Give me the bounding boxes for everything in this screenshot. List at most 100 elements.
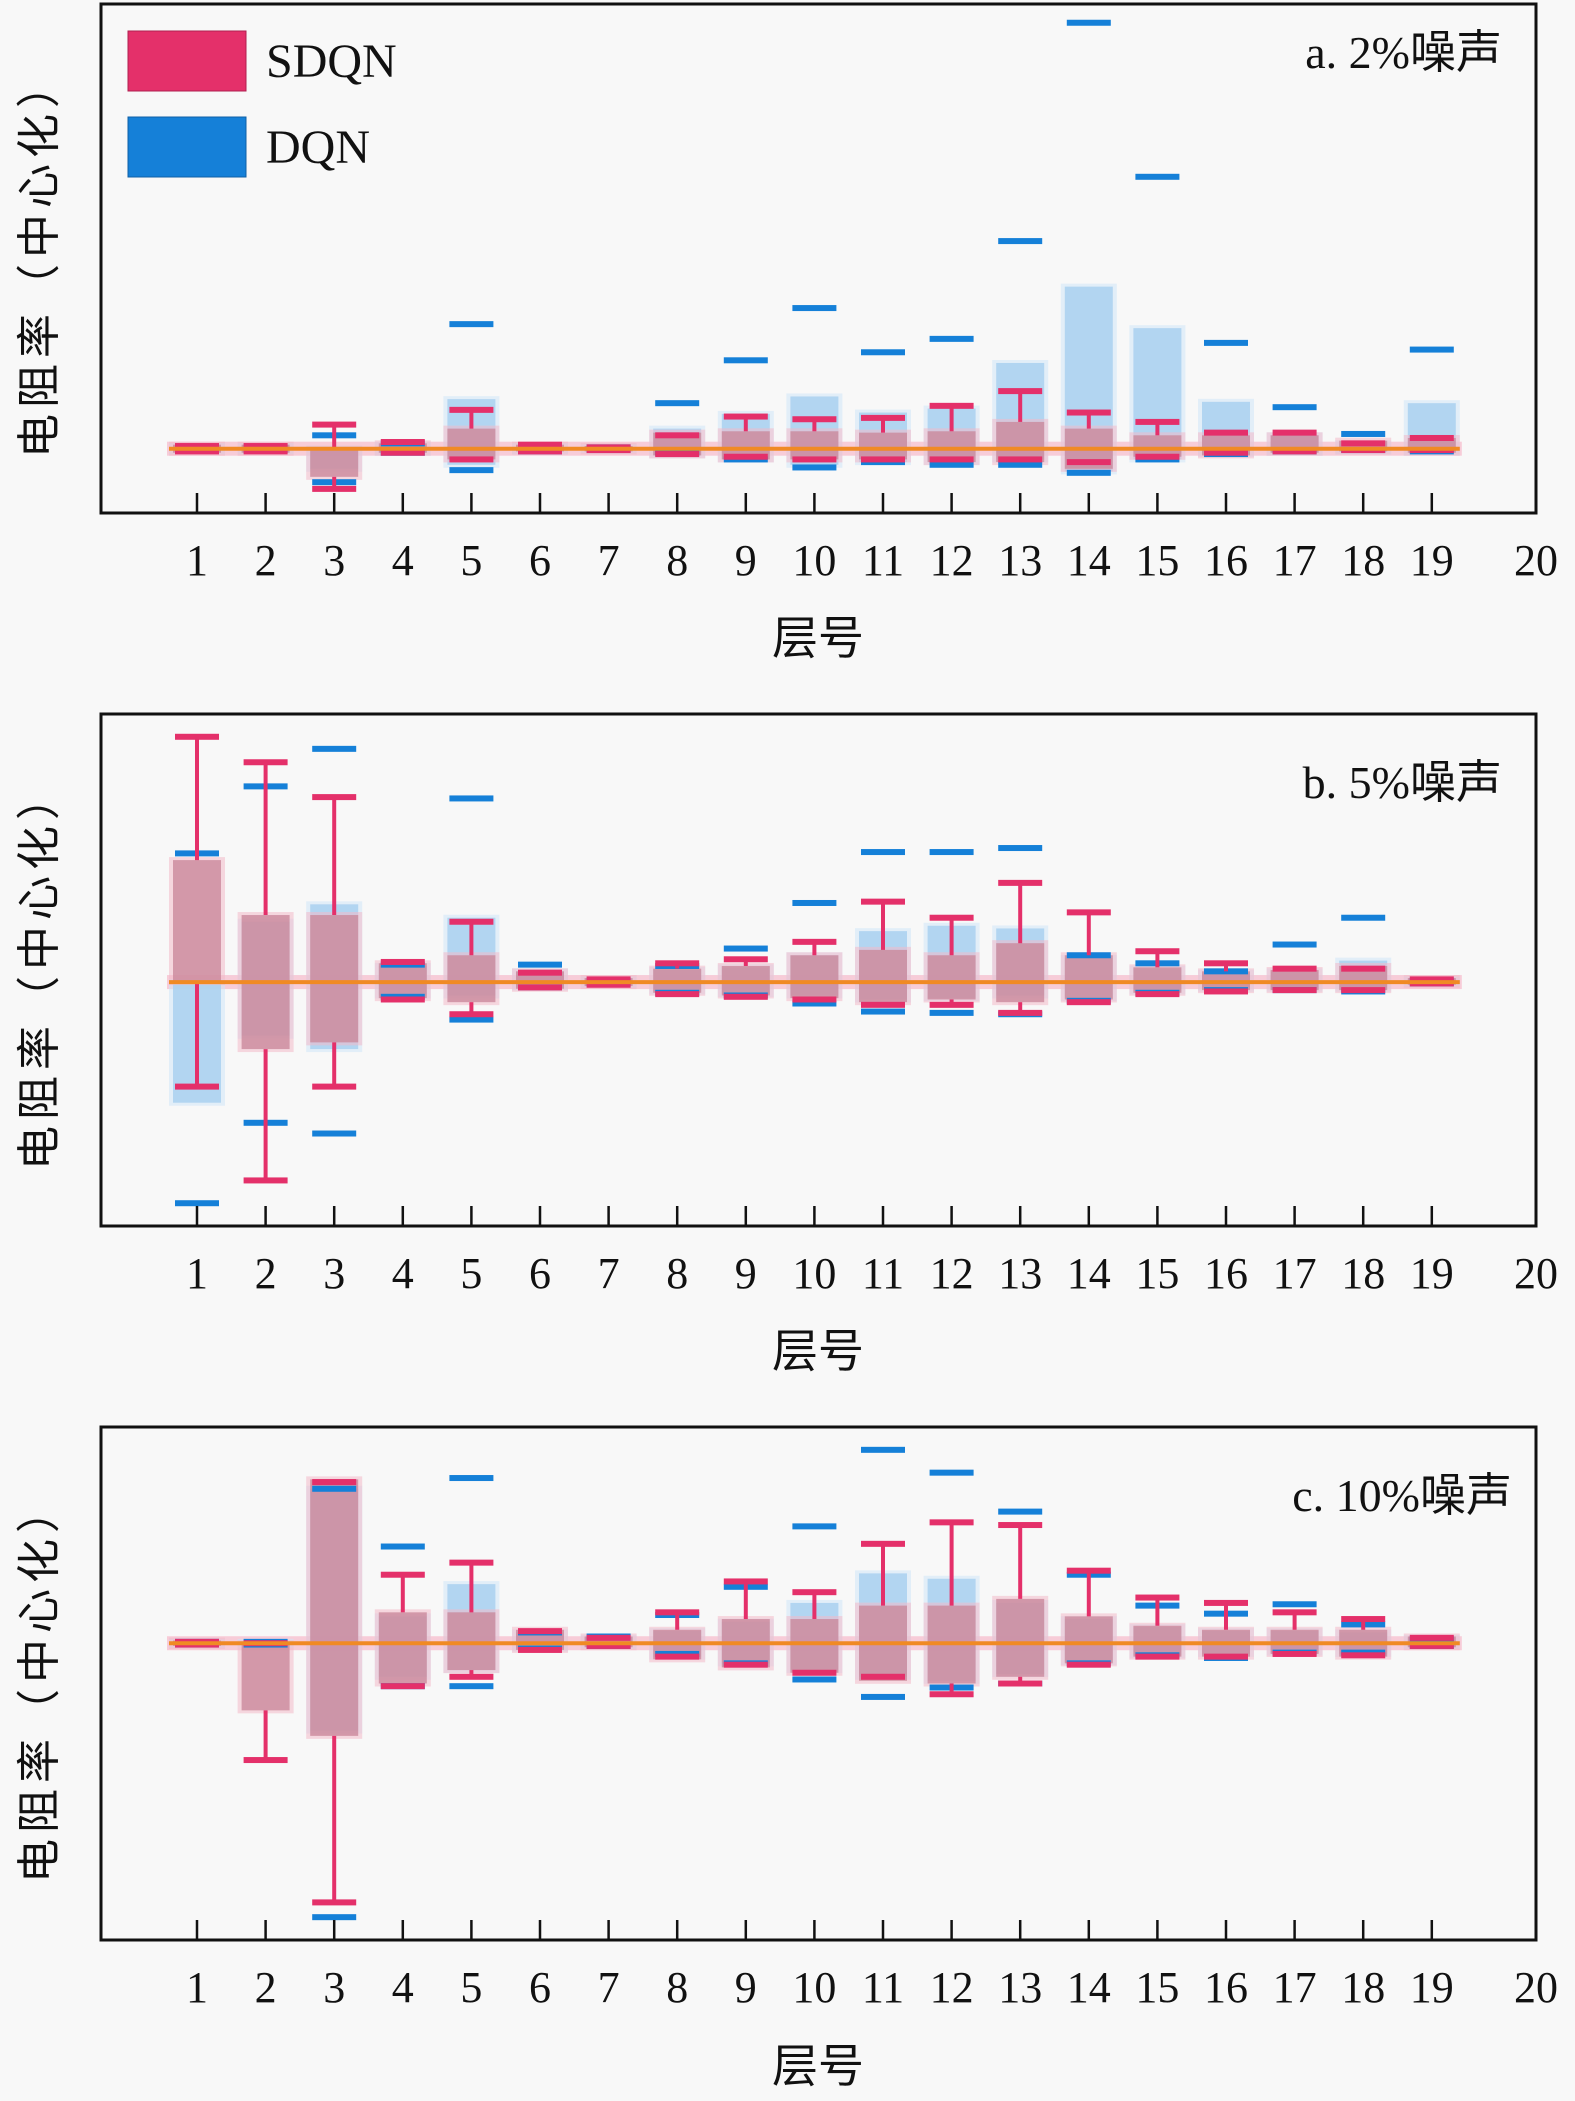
sdqn-cap-lower-layer-2 [243,448,288,455]
sdqn-cap-upper-layer-4 [380,439,425,446]
sdqn-cap-upper-layer-9 [723,413,768,420]
x-tick-label: 19 [1410,1249,1454,1298]
sdqn-cap-upper-layer-9 [723,956,768,963]
sdqn-cap-upper-layer-16 [1204,1599,1248,1606]
x-tick-label: 19 [1410,1963,1454,2012]
sdqn-cap-lower-layer-17 [1272,987,1317,994]
sdqn-box-layer-10 [790,955,839,999]
x-tick-label: 6 [529,536,551,585]
sdqn-cap-upper-layer-8 [655,432,700,439]
sdqn-cap-upper-layer-15 [1135,948,1180,955]
sdqn-cap-upper-layer-18 [1341,440,1386,447]
x-tick-label: 2 [255,1249,277,1298]
sdqn-box-layer-14 [1064,1616,1113,1664]
sdqn-box-layer-5 [447,955,496,1003]
sdqn-cap-lower-layer-1 [175,448,219,455]
legend-swatch-sdqn [127,30,247,92]
x-tick-label: 10 [792,1963,836,2012]
x-tick-label: 15 [1135,1963,1179,2012]
x-tick-label: 11 [862,1249,904,1298]
axes-frame [99,1425,1538,1942]
sdqn-cap-lower-layer-5 [449,456,494,463]
dqn-cap-upper-layer-10 [792,1523,837,1530]
sdqn-cap-upper-layer-7 [586,976,631,983]
dqn-cap-lower-layer-13 [998,461,1043,468]
sdqn-box-layer-11 [859,432,907,460]
x-tick-label: 8 [666,1963,688,2012]
x-tick-label: 14 [1067,1963,1111,2012]
sdqn-cap-upper-layer-2 [243,443,288,450]
panel-c-title: c. 10%噪声 [1292,1470,1512,1521]
dqn-cap-upper-layer-3 [312,745,357,752]
x-tick-label: 14 [1067,536,1111,585]
plot-area: 1 2 3 4 5 6 7 8 9 10 11 12 13 14 15 16 17 18 19 20 [99,712,1558,1298]
x-tick-label: 4 [392,1249,414,1298]
sdqn-cap-lower-layer-10 [792,996,837,1003]
sdqn-box-layer-10 [790,431,839,460]
sdqn-cap-upper-layer-16 [1204,960,1248,967]
sdqn-cap-lower-layer-15 [1135,1653,1180,1660]
x-tick-label: 8 [666,1249,688,1298]
dqn-cap-lower-layer-12 [929,461,974,468]
sdqn-cap-lower-layer-14 [1066,1661,1111,1668]
sdqn-cap-lower-layer-5 [449,1011,494,1018]
x-tick-label: 17 [1273,1963,1317,2012]
dqn-cap-lower-layer-5 [449,1683,494,1690]
dqn-cap-upper-layer-17 [1272,404,1317,411]
sdqn-cap-upper-layer-17 [1272,965,1317,972]
x-tick-label: 14 [1067,1249,1111,1298]
sdqn-box-layer-17 [1270,970,1319,991]
sdqn-cap-upper-layer-19 [1409,976,1454,983]
x-tick-label: 6 [529,1963,551,2012]
dqn-cap-upper-layer-13 [998,238,1043,245]
sdqn-cap-lower-layer-6 [518,448,562,455]
x-tick-label: 7 [598,1249,620,1298]
x-tick-label: 5 [460,536,482,585]
sdqn-box-layer-13 [996,421,1045,463]
sdqn-box-layer-3 [310,448,359,477]
panel-b: 1 2 3 4 5 6 7 8 9 10 11 12 13 14 15 16 17 18 19 20 b. 5%噪声 … [14,712,1558,1378]
sdqn-cap-lower-layer-16 [1204,449,1248,456]
sdqn-cap-lower-layer-11 [861,1673,905,1680]
sdqn-cap-lower-layer-6 [518,1646,562,1653]
panel-b-ylabel: 电阻率（中心化） [14,770,65,1170]
x-tick-label: 16 [1204,1249,1248,1298]
sdqn-cap-upper-layer-13 [998,1522,1043,1529]
dqn-cap-upper-layer-4 [380,1543,425,1550]
dqn-cap-upper-layer-17 [1272,941,1317,948]
sdqn-cap-upper-layer-13 [998,388,1043,395]
dqn-cap-upper-layer-5 [449,1475,494,1482]
dqn-cap-lower-layer-12 [929,1009,974,1016]
x-tick-label: 16 [1204,1963,1248,2012]
sdqn-cap-lower-layer-15 [1135,991,1180,998]
dqn-cap-upper-layer-9 [723,945,768,952]
dqn-cap-lower-layer-10 [792,1000,837,1007]
dqn-cap-lower-layer-3 [312,1130,357,1137]
sdqn-cap-lower-layer-18 [1341,987,1386,994]
x-tick-label: 20 [1514,1963,1558,2012]
x-tick-label: 11 [862,1963,904,2012]
x-tick-label: 10 [792,536,836,585]
dqn-cap-lower-layer-3 [312,1914,357,1921]
plot-area: 1 2 3 4 5 6 7 8 9 10 11 12 13 14 15 16 17 18 19 20 [99,2,1558,585]
dqn-cap-upper-layer-13 [998,845,1043,852]
x-tick-label: 11 [862,536,904,585]
x-tick-label: 18 [1341,1249,1385,1298]
dqn-cap-upper-layer-12 [929,849,974,856]
x-tick-label: 9 [735,536,757,585]
sdqn-cap-lower-layer-13 [998,1680,1043,1687]
sdqn-cap-upper-layer-16 [1204,429,1248,436]
x-tick-label: 20 [1514,1249,1558,1298]
dqn-cap-lower-layer-11 [861,1008,905,1015]
sdqn-cap-lower-layer-16 [1204,988,1248,995]
sdqn-box-layer-3 [310,1479,359,1736]
sdqn-cap-lower-layer-14 [1066,999,1111,1006]
sdqn-box-layer-3 [310,915,359,1043]
sdqn-cap-upper-layer-8 [655,960,700,967]
sdqn-cap-upper-layer-6 [518,441,562,448]
sdqn-cap-lower-layer-7 [586,1642,631,1649]
legend-label-sdqn: SDQN [266,35,397,88]
dqn-cap-lower-layer-14 [1066,469,1111,476]
